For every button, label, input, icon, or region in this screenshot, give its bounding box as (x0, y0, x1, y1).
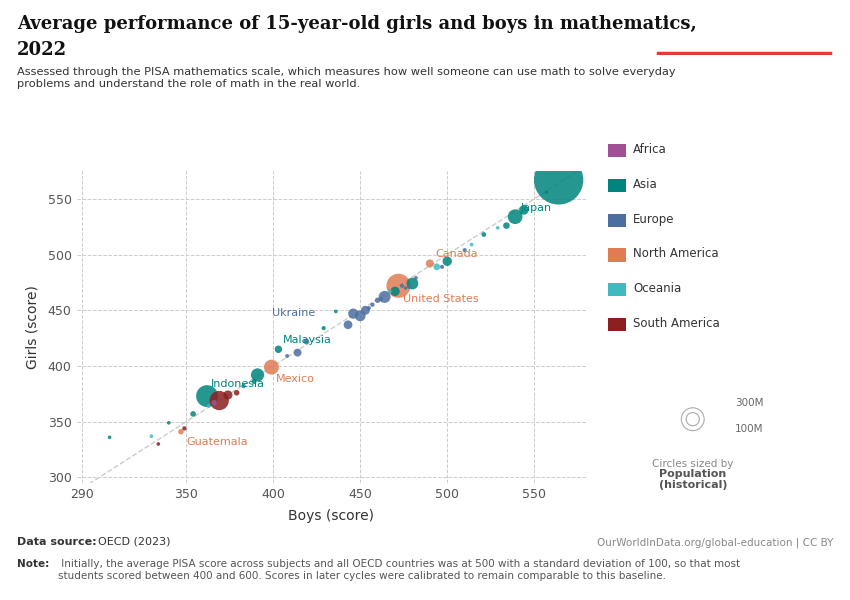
Point (686, 415, 700, 424)
Point (162, 418, 176, 428)
Point (371, 295, 384, 305)
Text: Circles sized by: Circles sized by (652, 459, 734, 469)
Text: North America: North America (633, 247, 719, 260)
Text: Assessed through the PISA mathematics scale, which measures how well someone can: Assessed through the PISA mathematics sc… (17, 67, 676, 89)
Point (686, 415, 700, 424)
Y-axis label: Girls (score): Girls (score) (26, 285, 39, 369)
Point (359, 305, 372, 315)
Point (388, 287, 402, 296)
Text: Malaysia: Malaysia (282, 335, 332, 345)
Point (540, 187, 553, 197)
Point (374, 295, 388, 304)
Point (392, 281, 405, 290)
Text: Note:: Note: (17, 559, 49, 569)
Point (477, 230, 490, 239)
Point (212, 396, 226, 406)
Text: Ukraine: Ukraine (272, 308, 314, 318)
Point (362, 303, 376, 313)
Point (508, 212, 522, 221)
Point (317, 323, 331, 333)
Text: Asia: Asia (633, 178, 658, 191)
Point (458, 245, 472, 255)
Point (202, 401, 216, 411)
Text: Europe: Europe (633, 212, 675, 226)
Point (272, 344, 286, 354)
Point (347, 309, 360, 319)
Text: Japan: Japan (521, 203, 552, 212)
Text: Data source:: Data source: (17, 537, 97, 547)
Text: 100M: 100M (735, 424, 764, 434)
Text: Guatemala: Guatemala (186, 437, 248, 447)
Point (402, 282, 416, 292)
Point (491, 223, 505, 233)
Point (383, 287, 397, 296)
Point (329, 307, 343, 316)
Point (151, 439, 165, 449)
Point (430, 262, 444, 272)
Point (440, 256, 454, 266)
Text: in Data: in Data (717, 35, 771, 48)
Text: Canada: Canada (435, 250, 478, 259)
Point (178, 424, 191, 433)
Point (299, 337, 313, 346)
Text: (historical): (historical) (659, 479, 727, 490)
Point (251, 370, 264, 380)
Point (423, 259, 437, 268)
Point (395, 281, 409, 290)
Point (230, 388, 243, 398)
Text: Average performance of 15-year-old girls and boys in mathematics,: Average performance of 15-year-old girls… (17, 15, 697, 33)
Text: Our World: Our World (706, 16, 782, 29)
Point (186, 409, 200, 419)
Point (366, 300, 379, 310)
Point (247, 377, 261, 386)
Point (465, 240, 479, 250)
Text: Population: Population (659, 469, 727, 479)
X-axis label: Boys (score): Boys (score) (288, 509, 375, 523)
Point (103, 433, 116, 442)
Point (207, 398, 221, 407)
Point (174, 427, 188, 437)
Text: South America: South America (633, 317, 720, 330)
Point (201, 391, 214, 401)
Point (552, 175, 565, 185)
Point (221, 390, 235, 400)
Text: 300M: 300M (735, 398, 764, 408)
Point (341, 320, 354, 329)
Text: Oceania: Oceania (633, 282, 682, 295)
Text: Indonesia: Indonesia (211, 379, 265, 389)
Point (500, 221, 513, 230)
Text: OurWorldInData.org/global-education | CC BY: OurWorldInData.org/global-education | CC… (597, 537, 833, 547)
Point (280, 351, 294, 361)
Point (409, 273, 422, 283)
Point (264, 362, 278, 372)
Point (377, 292, 391, 302)
Text: United States: United States (403, 294, 479, 304)
Point (435, 262, 449, 272)
Point (517, 205, 530, 215)
Text: Initially, the average PISA score across subjects and all OECD countries was at : Initially, the average PISA score across… (58, 559, 740, 581)
Text: Mexico: Mexico (275, 374, 314, 384)
Point (405, 279, 419, 289)
Text: Africa: Africa (633, 143, 667, 156)
Text: OECD (2023): OECD (2023) (98, 537, 170, 547)
Text: 2022: 2022 (17, 41, 67, 59)
Point (354, 311, 367, 320)
Point (144, 431, 158, 441)
Point (291, 348, 304, 358)
Point (399, 283, 412, 293)
Point (237, 381, 251, 391)
